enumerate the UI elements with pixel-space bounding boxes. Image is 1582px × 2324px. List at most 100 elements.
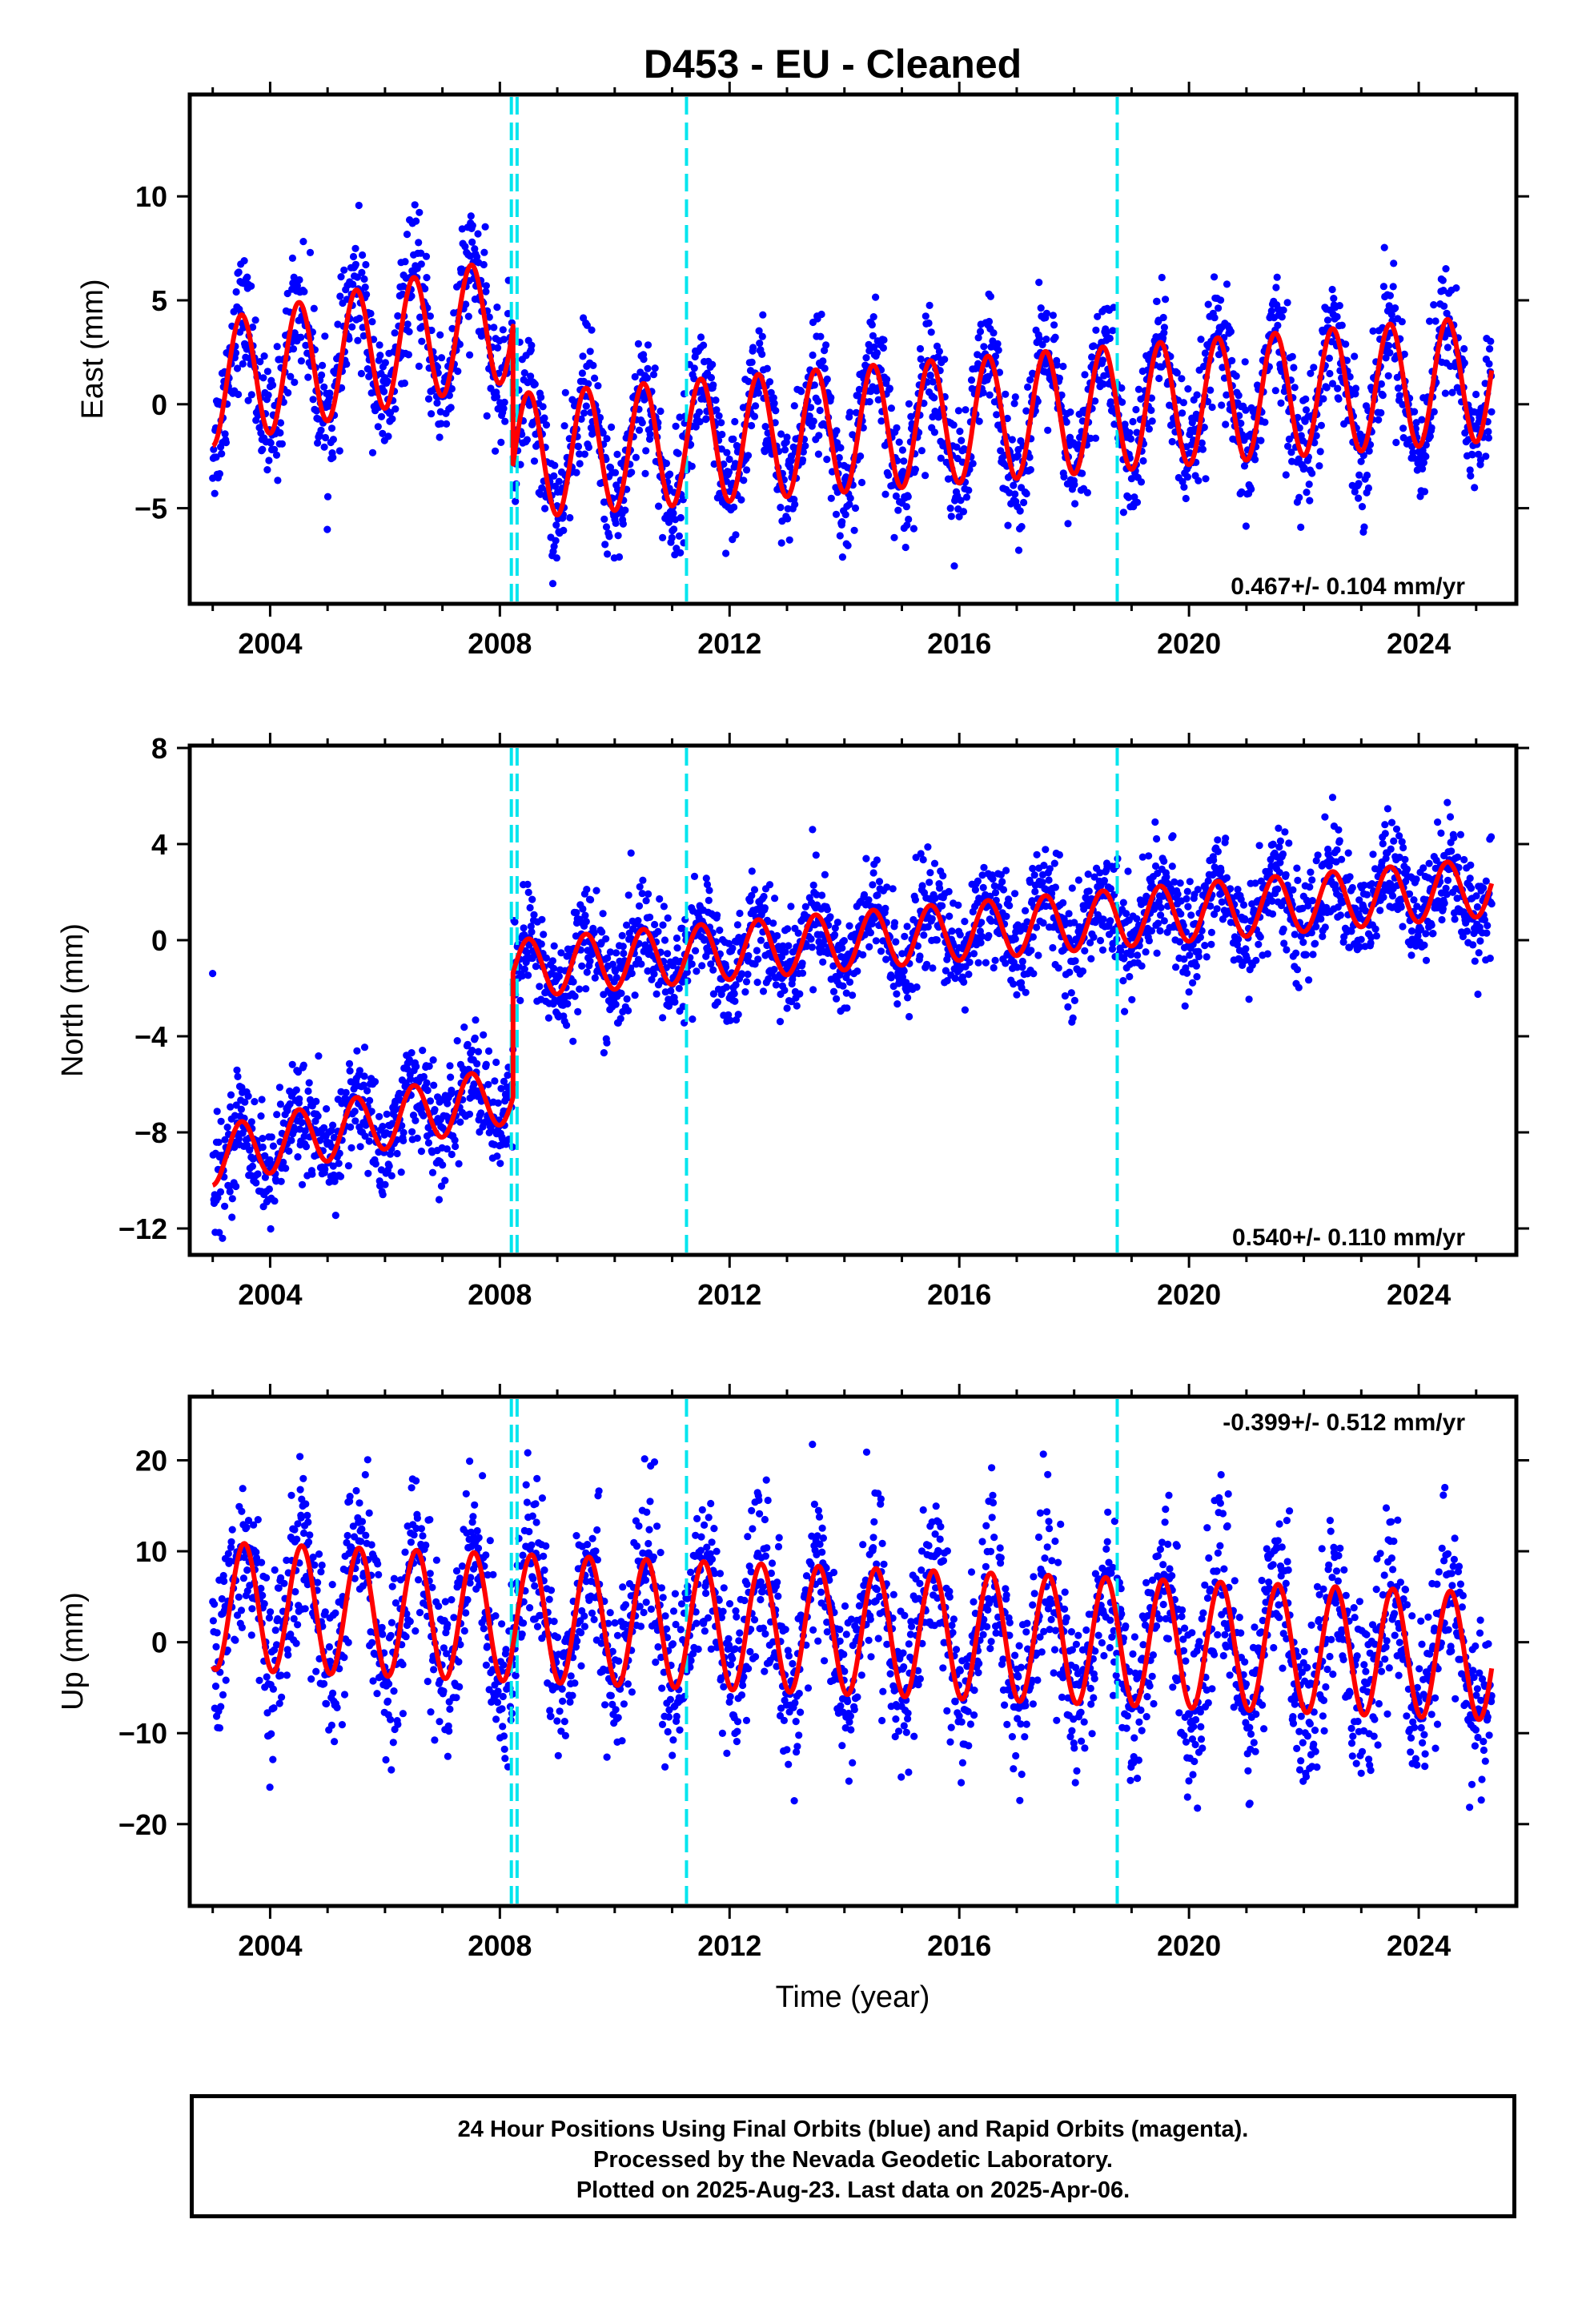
data-point-east	[1002, 390, 1010, 398]
data-point-east	[1042, 336, 1050, 344]
data-point-north	[1050, 859, 1058, 867]
data-point-north	[587, 895, 595, 904]
data-point-north	[248, 1162, 256, 1170]
data-point-north	[226, 1188, 234, 1196]
data-point-north	[709, 966, 717, 974]
data-point-east	[880, 336, 888, 344]
data-point-north	[974, 877, 982, 885]
data-point-east	[1297, 523, 1305, 532]
data-point-east	[480, 248, 488, 256]
data-point-east	[551, 461, 559, 469]
data-point-east	[1305, 480, 1313, 489]
data-point-north	[227, 1091, 235, 1099]
data-point-north	[1255, 940, 1263, 948]
data-point-north	[259, 1135, 267, 1143]
data-point-north	[1307, 868, 1315, 876]
data-point-north	[1039, 919, 1047, 927]
data-point-east	[718, 430, 726, 439]
data-point-east	[576, 450, 584, 458]
data-point-east	[980, 343, 988, 351]
data-point-east	[883, 376, 891, 384]
data-point-east	[566, 513, 574, 522]
data-point-north	[219, 1234, 227, 1242]
data-point-east	[822, 341, 830, 349]
data-point-north	[1292, 949, 1300, 957]
data-point-north	[1302, 951, 1310, 959]
data-point-north	[678, 924, 686, 932]
data-point-north	[364, 1169, 372, 1177]
data-point-east	[862, 354, 870, 362]
data-point-east	[1487, 337, 1495, 345]
data-point-east	[483, 412, 491, 420]
data-point-east	[394, 312, 402, 320]
data-point-north	[494, 1099, 502, 1107]
data-point-east	[1418, 416, 1426, 424]
data-point-north	[1317, 915, 1325, 923]
data-point-east	[1422, 452, 1430, 460]
data-point-east	[320, 443, 328, 451]
data-point-east	[1153, 297, 1161, 305]
data-point-north	[926, 879, 934, 887]
data-point-north	[1222, 834, 1230, 842]
data-point-north	[360, 1043, 369, 1051]
data-point-north	[869, 881, 877, 889]
data-point-east	[887, 404, 895, 412]
data-point-north	[538, 915, 546, 923]
data-point-north	[1160, 917, 1168, 925]
data-point-east	[381, 359, 389, 367]
data-point-east	[577, 415, 585, 424]
data-point-north	[843, 1004, 851, 1012]
data-point-north	[956, 931, 964, 939]
data-point-east	[599, 429, 607, 437]
data-point-east	[233, 364, 242, 372]
data-point-north	[431, 1106, 439, 1114]
data-point-east	[1133, 428, 1141, 436]
data-point-east	[959, 508, 968, 516]
data-point-east	[1351, 384, 1360, 392]
data-point-north	[787, 903, 795, 911]
data-point-north	[933, 936, 941, 944]
data-point-east	[1355, 480, 1363, 488]
data-point-north	[213, 1108, 221, 1116]
data-point-north	[729, 944, 737, 952]
data-point-east	[631, 372, 639, 381]
data-point-east	[375, 341, 383, 349]
data-point-east	[697, 333, 705, 341]
data-point-east	[555, 477, 563, 485]
data-point-north	[1321, 923, 1329, 931]
data-point-east	[785, 536, 793, 544]
data-point-north	[1018, 957, 1026, 966]
data-point-north	[798, 969, 807, 977]
data-point-north	[408, 1049, 416, 1057]
data-point-north	[759, 987, 768, 995]
data-point-north	[582, 918, 590, 926]
data-point-east	[759, 311, 767, 319]
data-point-east	[1178, 409, 1186, 417]
data-point-east	[1106, 398, 1114, 406]
data-point-north	[1100, 877, 1108, 885]
data-point-east	[384, 432, 392, 440]
data-point-north	[660, 903, 669, 911]
data-point-east	[1008, 436, 1016, 444]
data-point-east	[672, 422, 680, 430]
data-point-north	[381, 1180, 389, 1188]
data-point-east	[445, 392, 454, 400]
data-point-east	[1094, 312, 1102, 320]
data-point-east	[480, 260, 488, 269]
data-point-north	[528, 928, 536, 936]
data-point-east	[1365, 447, 1373, 455]
data-point-east	[1330, 295, 1338, 303]
data-point-east	[991, 352, 1000, 360]
data-point-east	[335, 447, 343, 455]
data-point-north	[400, 1128, 408, 1136]
data-point-east	[621, 506, 629, 514]
data-point-north	[1065, 910, 1073, 918]
data-point-east	[578, 369, 587, 377]
data-point-east	[321, 433, 330, 442]
data-point-north	[985, 931, 993, 939]
data-point-north	[228, 1213, 236, 1221]
data-point-north	[651, 920, 659, 929]
data-point-east	[1302, 395, 1310, 403]
data-point-east	[1439, 276, 1447, 284]
